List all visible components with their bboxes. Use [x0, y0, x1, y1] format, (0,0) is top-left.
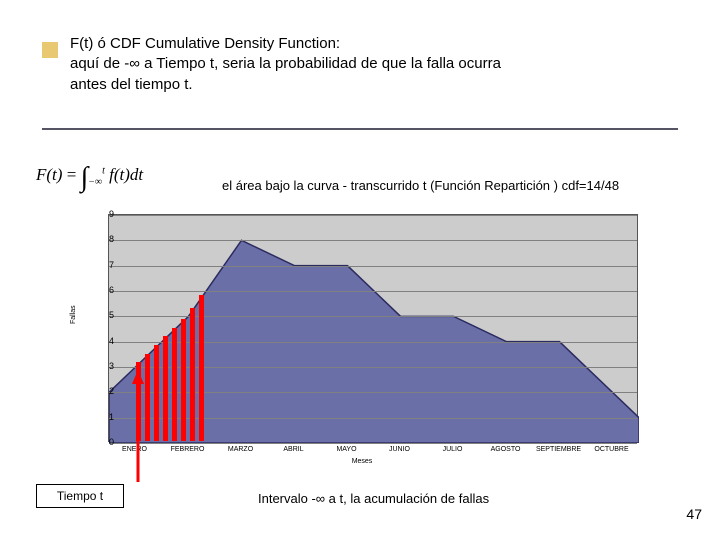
bottom-caption: Intervalo -∞ a t, la acumulación de fall…	[258, 491, 489, 506]
title-line-2: aquí de -∞ a Tiempo t, seria la probabil…	[70, 54, 680, 74]
grid-line	[109, 240, 637, 241]
y-tick: 7	[88, 260, 114, 270]
grid-line	[109, 266, 637, 267]
x-tick: MARZO	[228, 446, 253, 453]
x-tick: MAYO	[336, 446, 356, 453]
x-tick: JUNIO	[389, 446, 410, 453]
y-tick: 8	[88, 234, 114, 244]
y-tick: 4	[88, 336, 114, 346]
formula-eq: =	[67, 165, 77, 184]
y-tick: 6	[88, 285, 114, 295]
y-axis-label: Fallas	[70, 305, 77, 324]
formula-lo: −∞	[88, 176, 102, 187]
grid-line	[109, 291, 637, 292]
title-line-3: antes del tiempo t.	[70, 75, 680, 95]
x-tick: OCTUBRE	[594, 446, 628, 453]
title-line-1: F(t) ó CDF Cumulative Density Function:	[70, 34, 680, 54]
title-block: F(t) ó CDF Cumulative Density Function: …	[70, 34, 680, 95]
bullet-square	[42, 42, 58, 58]
formula: F(t) = ∫−∞t f(t)dt	[36, 162, 143, 194]
y-tick: 5	[88, 310, 114, 320]
grid-line	[109, 316, 637, 317]
x-tick: ABRIL	[283, 446, 303, 453]
formula-lhs: F(t)	[36, 165, 62, 184]
divider	[42, 128, 678, 130]
x-tick: AGOSTO	[491, 446, 521, 453]
grid-line	[109, 342, 637, 343]
y-tick: 9	[88, 209, 114, 219]
x-tick: SEPTIEMBRE	[536, 446, 581, 453]
page-number: 47	[686, 506, 702, 522]
caption-top: el área bajo la curva - transcurrido t (…	[222, 178, 619, 193]
x-tick: JULIO	[443, 446, 463, 453]
formula-hi: t	[102, 165, 105, 176]
formula-integrand: f(t)dt	[109, 165, 143, 184]
grid-line	[109, 367, 637, 368]
tiempo-label-box: Tiempo t	[36, 484, 124, 508]
grid-line	[109, 215, 637, 216]
arrow-icon	[78, 370, 218, 490]
